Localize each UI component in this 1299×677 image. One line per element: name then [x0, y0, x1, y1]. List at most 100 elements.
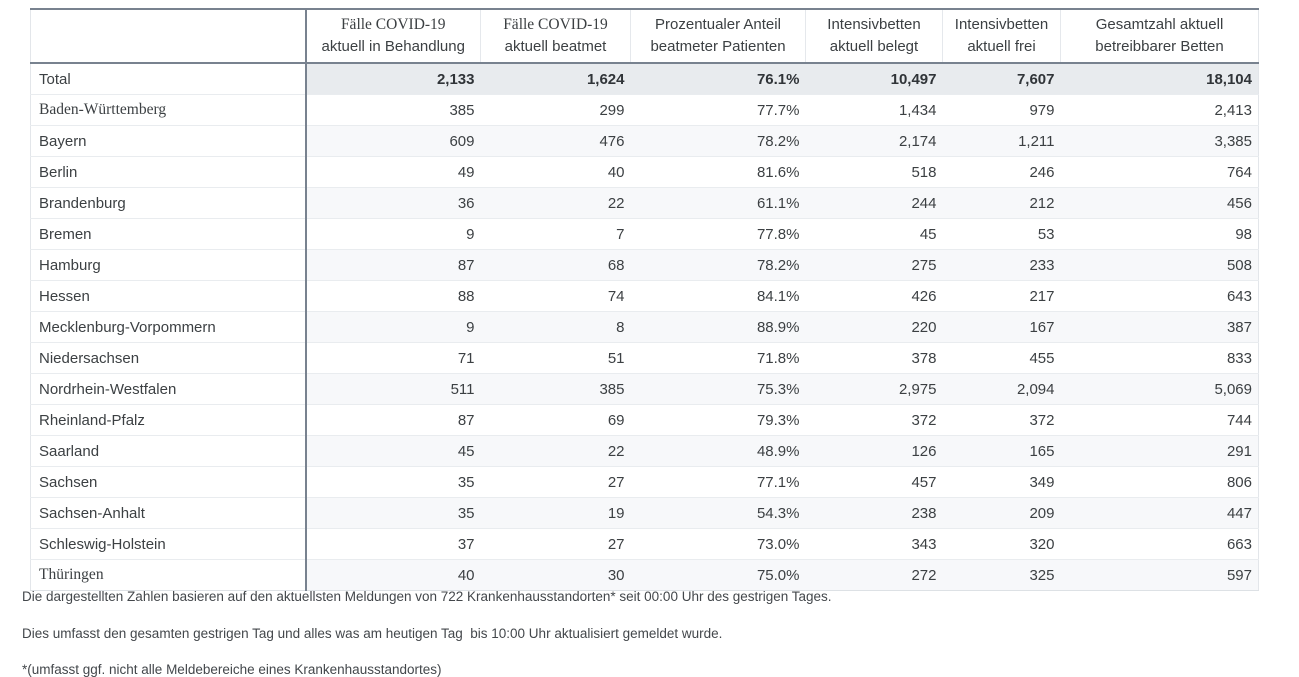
value-cell: 22 — [480, 435, 631, 467]
column-header-line: Fälle COVID-19 — [503, 15, 608, 33]
value-cell: 76.1% — [630, 63, 806, 95]
value-cell: 61.1% — [630, 187, 806, 219]
value-cell: 27 — [480, 528, 631, 560]
value-cell: 48.9% — [630, 435, 806, 467]
state-row: Brandenburg 36 22 61.1% 244 212 456 — [30, 187, 1259, 219]
row-label: Niedersachsen — [30, 342, 306, 374]
value-cell: 291 — [1060, 435, 1259, 467]
state-row: Baden-Württemberg 385 299 77.7% 1,434 979 2,41… — [30, 94, 1259, 126]
value-cell: 53 — [942, 218, 1061, 250]
row-label: Thüringen — [30, 559, 306, 591]
value-cell: 272 — [805, 559, 943, 591]
state-row: Bayern 609 476 78.2% 2,174 1,211 3,385 — [30, 125, 1259, 157]
row-label: Rheinland-Pfalz — [30, 404, 306, 436]
value-cell: 75.3% — [630, 373, 806, 405]
value-cell: 51 — [480, 342, 631, 374]
value-cell: 78.2% — [630, 249, 806, 281]
value-cell: 167 — [942, 311, 1061, 343]
value-cell: 54.3% — [630, 497, 806, 529]
value-cell: 2,975 — [805, 373, 943, 405]
column-header: Fälle COVID-19 aktuell beatmet — [480, 8, 631, 64]
value-cell: 87 — [304, 249, 481, 281]
value-cell: 19 — [480, 497, 631, 529]
row-label: Hamburg — [30, 249, 306, 281]
state-row: Bremen 9 7 77.8% 45 53 98 — [30, 218, 1259, 250]
value-cell: 518 — [805, 156, 943, 188]
value-cell: 299 — [480, 94, 631, 126]
column-header: Intensivbetten aktuell frei — [942, 8, 1061, 64]
value-cell: 456 — [1060, 187, 1259, 219]
column-header: Fälle COVID-19 aktuell in Behandlung — [304, 8, 481, 64]
value-cell: 49 — [304, 156, 481, 188]
state-row: Berlin 49 40 81.6% 518 246 764 — [30, 156, 1259, 188]
footnote-asterisk-note: *(umfasst ggf. nicht alle Meldebereiche … — [22, 662, 442, 677]
value-cell: 1,624 — [480, 63, 631, 95]
value-cell: 22 — [480, 187, 631, 219]
value-cell: 27 — [480, 466, 631, 498]
column-header-line: beatmeter Patienten — [650, 38, 786, 55]
value-cell: 209 — [942, 497, 1061, 529]
state-column-header — [30, 8, 306, 64]
state-row: Schleswig-Holstein 37 27 73.0% 343 320 663 — [30, 528, 1259, 560]
table-header-row: Fälle COVID-19 aktuell in Behandlung Fälle… — [30, 8, 1259, 64]
value-cell: 1,211 — [942, 125, 1061, 157]
value-cell: 126 — [805, 435, 943, 467]
value-cell: 387 — [1060, 311, 1259, 343]
table-body: Total 2,133 1,624 76.1% 10,497 7,607 18,104 Bad… — [30, 63, 1259, 591]
row-label: Bayern — [30, 125, 306, 157]
value-cell: 663 — [1060, 528, 1259, 560]
row-label: Saarland — [30, 435, 306, 467]
value-cell: 597 — [1060, 559, 1259, 591]
value-cell: 68 — [480, 249, 631, 281]
value-cell: 426 — [805, 280, 943, 312]
value-cell: 372 — [942, 404, 1061, 436]
column-header-line: aktuell beatmet — [504, 38, 607, 56]
value-cell: 40 — [480, 156, 631, 188]
value-cell: 764 — [1060, 156, 1259, 188]
row-label: Sachsen-Anhalt — [30, 497, 306, 529]
value-cell: 275 — [805, 249, 943, 281]
value-cell: 10,497 — [805, 63, 943, 95]
value-cell: 87 — [304, 404, 481, 436]
row-label: Baden-Württemberg — [30, 94, 306, 126]
value-cell: 979 — [942, 94, 1061, 126]
value-cell: 45 — [805, 218, 943, 250]
value-cell: 455 — [942, 342, 1061, 374]
state-row: Mecklenburg-Vorpommern 9 8 88.9% 220 167 387 — [30, 311, 1259, 343]
value-cell: 609 — [304, 125, 481, 157]
value-cell: 69 — [480, 404, 631, 436]
row-label: Brandenburg — [30, 187, 306, 219]
value-cell: 77.8% — [630, 218, 806, 250]
value-cell: 447 — [1060, 497, 1259, 529]
value-cell: 40 — [304, 559, 481, 591]
column-header-line: aktuell in Behandlung — [321, 38, 465, 56]
value-cell: 244 — [805, 187, 943, 219]
value-cell: 98 — [1060, 218, 1259, 250]
column-header-line: aktuell frei — [967, 38, 1036, 55]
column-header-line: Intensivbetten — [827, 16, 921, 34]
value-cell: 75.0% — [630, 559, 806, 591]
row-label: Total — [30, 63, 306, 95]
value-cell: 73.0% — [630, 528, 806, 560]
column-header: Prozentualer Anteil beatmeter Patienten — [630, 8, 806, 64]
value-cell: 45 — [304, 435, 481, 467]
column-header-line: Intensivbetten — [954, 16, 1049, 34]
value-cell: 212 — [942, 187, 1061, 219]
value-cell: 30 — [480, 559, 631, 591]
value-cell: 8 — [480, 311, 631, 343]
value-cell: 77.1% — [630, 466, 806, 498]
column-header-line: Fälle COVID-19 — [340, 15, 446, 33]
footnote-reporting-window: Dies umfasst den gesamten gestrigen Tag … — [22, 626, 723, 641]
value-cell: 457 — [805, 466, 943, 498]
value-cell: 9 — [304, 311, 481, 343]
value-cell: 385 — [304, 94, 481, 126]
value-cell: 343 — [805, 528, 943, 560]
value-cell: 36 — [304, 187, 481, 219]
column-header-line: Gesamtzahl aktuell — [1095, 16, 1224, 34]
value-cell: 476 — [480, 125, 631, 157]
value-cell: 74 — [480, 280, 631, 312]
value-cell: 320 — [942, 528, 1061, 560]
value-cell: 238 — [805, 497, 943, 529]
value-cell: 643 — [1060, 280, 1259, 312]
state-row: Sachsen 35 27 77.1% 457 349 806 — [30, 466, 1259, 498]
